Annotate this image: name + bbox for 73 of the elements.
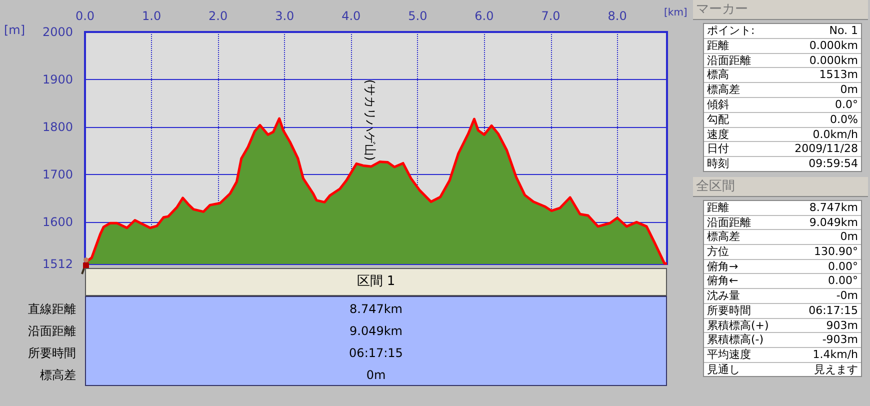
text: No. 1 bbox=[829, 24, 858, 38]
text: 06:17:15 bbox=[808, 304, 858, 318]
x-axis-title: [km] bbox=[664, 8, 688, 18]
y-axis-title: [m] bbox=[4, 23, 26, 37]
text: 累積標高(+) bbox=[707, 318, 769, 332]
text: 06:17:15 bbox=[348, 345, 404, 362]
text: 俯角← bbox=[707, 274, 738, 288]
text: 方位 bbox=[707, 245, 729, 259]
text: 0.000km bbox=[809, 54, 858, 68]
text: 903m bbox=[826, 318, 858, 332]
text: 見通し bbox=[707, 362, 740, 376]
text: 沿面距離 bbox=[707, 54, 751, 68]
text: 1513m bbox=[819, 68, 858, 82]
x-tick-label: 6.0 bbox=[474, 9, 494, 23]
x-tick-label: 4.0 bbox=[342, 9, 361, 23]
y-tick-label: 1800 bbox=[42, 120, 73, 134]
text: 平均速度 bbox=[707, 348, 751, 362]
text: 直線距離 bbox=[28, 301, 76, 318]
x-tick-label: 1.0 bbox=[142, 9, 162, 23]
text: -903m bbox=[822, 333, 858, 347]
text: 9.049km bbox=[348, 323, 404, 340]
text: 9.049km bbox=[809, 216, 858, 230]
annotation: (サカリハゲ山) bbox=[363, 79, 378, 161]
text: マーカー bbox=[693, 0, 868, 20]
text: 時刻 bbox=[707, 157, 729, 171]
y-tick-label: 1900 bbox=[42, 72, 73, 87]
x-tick-label: 5.0 bbox=[408, 9, 428, 23]
text: 0m bbox=[840, 83, 858, 97]
text: 標高差 bbox=[707, 83, 740, 97]
text: 0m bbox=[840, 230, 858, 244]
text: 勾配 bbox=[707, 112, 729, 127]
text: 標高差 bbox=[40, 367, 76, 384]
text: 距離 bbox=[707, 38, 729, 53]
text: 全区間 bbox=[693, 177, 868, 197]
text: 0.00° bbox=[828, 260, 858, 274]
text: 沿面距離 bbox=[707, 216, 751, 230]
text: 累積標高(-) bbox=[707, 333, 764, 347]
x-tick-label: 0.0 bbox=[75, 9, 95, 23]
text: 2009/11/28 bbox=[794, 142, 858, 156]
y-tick-label: 1700 bbox=[42, 168, 73, 182]
text: -0m bbox=[836, 289, 858, 303]
text: 速度 bbox=[707, 128, 729, 142]
text: 距離 bbox=[707, 201, 729, 215]
x-tick-label: 2.0 bbox=[208, 9, 228, 23]
text: 130.90° bbox=[814, 245, 858, 259]
y-tick-label: 2000 bbox=[42, 25, 73, 39]
text: 0.0% bbox=[830, 112, 858, 127]
text: 8.747km bbox=[809, 201, 858, 215]
text: 日付 bbox=[707, 142, 729, 156]
text: 1.4km/h bbox=[812, 348, 858, 362]
x-tick-label: 7.0 bbox=[541, 9, 560, 23]
x-tick-label: 3.0 bbox=[275, 9, 294, 23]
text: 0.00° bbox=[828, 274, 858, 288]
text: 0.0km/h bbox=[812, 128, 858, 142]
text: 0.0° bbox=[835, 98, 858, 112]
text: 傾斜 bbox=[707, 98, 729, 112]
y-tick-label: 1600 bbox=[42, 215, 73, 230]
text: 沈み量 bbox=[707, 289, 740, 303]
text: 8.747km bbox=[348, 301, 404, 318]
text: 俯角→ bbox=[707, 260, 738, 274]
text: 沿面距離 bbox=[28, 323, 76, 340]
text: 0.000km bbox=[809, 38, 858, 53]
text: 所要時間 bbox=[707, 304, 751, 318]
text: 標高 bbox=[707, 68, 729, 82]
text: 標高差 bbox=[707, 230, 740, 244]
text: 所要時間 bbox=[28, 345, 76, 362]
text: 区間 1 bbox=[85, 268, 667, 296]
text: 見えます bbox=[814, 362, 858, 376]
y-tick-label: 1512 bbox=[42, 257, 73, 271]
text: ポイント: bbox=[707, 24, 755, 38]
text: 0m bbox=[365, 367, 387, 384]
x-tick-label: 8.0 bbox=[608, 9, 627, 23]
text: 09:59:54 bbox=[808, 157, 858, 171]
